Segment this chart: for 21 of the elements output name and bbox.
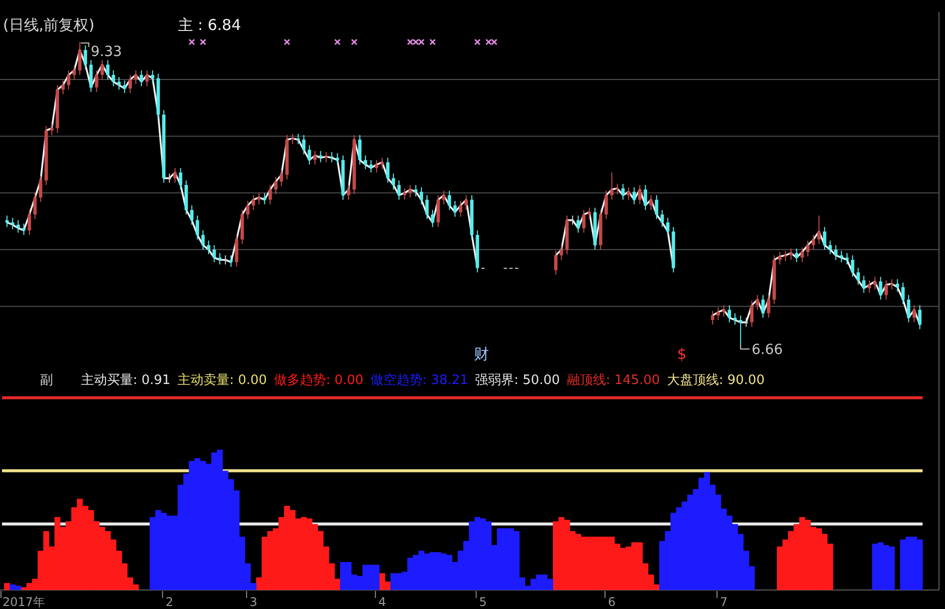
x-tick-label: 4 [378, 595, 386, 609]
text: 做多趋势: 0.00 [274, 373, 364, 388]
annotation: 6.66 [752, 342, 783, 358]
x-tick-label: 2 [166, 595, 174, 609]
annotation: 9.33 [90, 44, 122, 60]
x-tick-label: 5 [479, 595, 487, 609]
text: 主 : 6.84 [178, 16, 241, 34]
text: 财 [474, 345, 489, 363]
text: 主动卖量: 0.00 [177, 372, 267, 388]
text: 做空趋势: 38.21 [370, 373, 468, 388]
text: 融顶线: 145.00 [566, 373, 660, 388]
chart-title: (日线,前复权) [3, 16, 94, 34]
text: 主动买量: 0.91 [81, 372, 170, 388]
x-tick-label: 6 [608, 595, 616, 609]
chart-title: 副 [40, 373, 53, 388]
x-tick-label: 2017年 [2, 595, 46, 609]
text: $ [677, 345, 687, 363]
x-tick-label: 3 [250, 595, 258, 609]
text: 强弱界: 50.00 [475, 373, 560, 388]
text: 大盘顶线: 90.00 [666, 373, 765, 388]
x-tick-label: 7 [720, 595, 728, 609]
